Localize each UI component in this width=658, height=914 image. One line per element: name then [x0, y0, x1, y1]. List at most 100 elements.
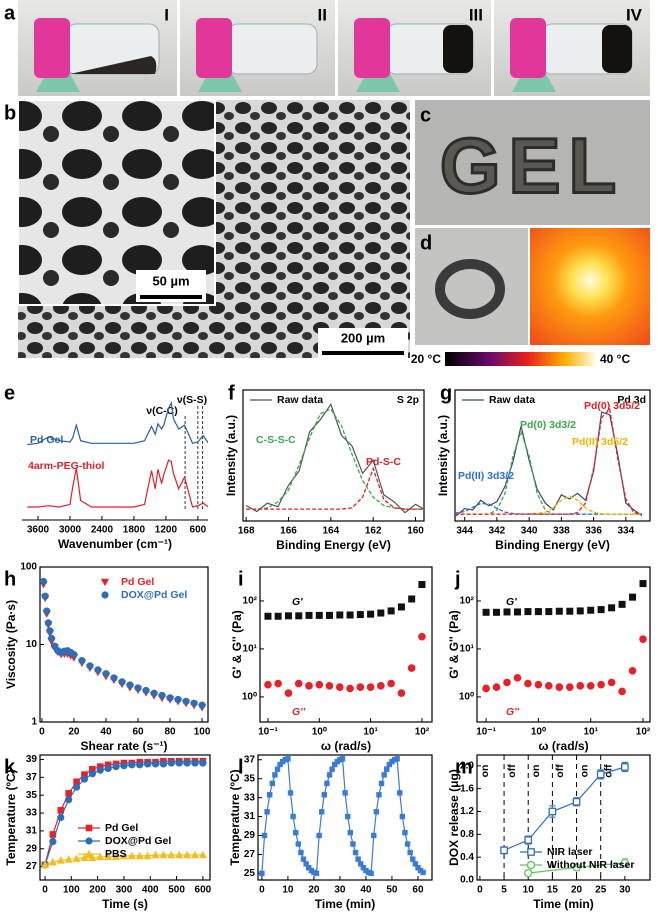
x-tick-label: 200 [89, 885, 106, 896]
marker [321, 792, 328, 798]
x-tick-label: 50 [386, 885, 398, 896]
panel-label: e [4, 382, 15, 404]
y-axis-label: G' & G'' (Pa) [447, 610, 461, 679]
y-tick-label: 33 [26, 808, 38, 819]
marker [126, 681, 134, 689]
marker [267, 792, 273, 798]
marker [399, 813, 406, 820]
marker [182, 697, 190, 705]
marker [366, 683, 375, 691]
marker [48, 857, 58, 866]
x-tick-label: 1800 [123, 525, 146, 536]
x-tick-label: 0 [42, 885, 48, 896]
chart: 0 20 40 60 80 100 1 10 100 Shear rate (s⁻¹) Viscos… [4, 562, 211, 754]
plot-frame [476, 566, 651, 723]
marker [524, 679, 532, 688]
plot-frame [454, 389, 651, 522]
y-tick-label: 39 [26, 754, 38, 765]
marker [387, 607, 395, 615]
marker [639, 580, 647, 588]
marker [119, 851, 129, 860]
plot-frame [476, 754, 651, 881]
y-tick-label: 10 [26, 639, 38, 650]
marker [135, 851, 144, 860]
y-axis-label: Temperature (ºC) [4, 769, 18, 865]
chart: 0 100 200 300 400 500 600 27 29 31 33 35 37 39 Time (s… [4, 754, 212, 911]
marker [597, 680, 605, 689]
x-tick-label: 5 [501, 885, 507, 896]
series-label: G' [506, 596, 517, 608]
x-axis-label: ω (rad/s) [538, 739, 588, 753]
marker [101, 591, 109, 599]
colorbar-label: 20 °C [411, 352, 441, 366]
y-axis-label: Intensity (a.u.) [436, 415, 450, 496]
y-tick-label: 37 [244, 754, 256, 765]
marker [325, 682, 334, 690]
series-line [503, 766, 626, 851]
vial-contents [443, 25, 473, 73]
marker [56, 856, 65, 864]
x-tick-label: 500 [168, 885, 185, 896]
marker [57, 813, 65, 822]
panel-label: h [4, 568, 16, 590]
y-tick-label: 0.0 [460, 875, 474, 886]
marker [587, 606, 595, 614]
marker [371, 832, 377, 839]
marker [545, 608, 553, 616]
marker [49, 831, 57, 838]
y-tick-label: 2.0 [460, 760, 474, 771]
marker [513, 608, 521, 616]
x-tick-label: 342 [489, 526, 506, 537]
vial-cap [34, 18, 70, 78]
marker [284, 689, 293, 697]
marker [397, 689, 406, 697]
marker [290, 813, 296, 820]
plot-frame [39, 754, 211, 881]
y-tick-label: 35 [26, 790, 38, 801]
marker [80, 775, 89, 783]
y-axis-label: DOX release (μg) [447, 769, 461, 866]
y-tick-label: 27 [26, 861, 38, 872]
series-group [259, 756, 426, 877]
y-tick-label: 100 [20, 562, 37, 573]
marker [418, 632, 426, 641]
marker [342, 790, 348, 796]
series-line [246, 466, 424, 510]
marker [319, 809, 325, 815]
marker [198, 701, 206, 709]
marker [576, 682, 585, 690]
y-tick-label: 10¹ [460, 644, 475, 655]
series-label: Pd-S-C [366, 456, 401, 468]
x-tick-label: 166 [280, 526, 297, 537]
vial-label: I [164, 5, 169, 24]
series-group [500, 761, 630, 878]
marker [368, 870, 374, 877]
plot-frame [259, 566, 433, 723]
x-tick-label: 0 [259, 885, 265, 896]
x-tick-label: 15 [547, 885, 559, 896]
marker [555, 607, 563, 615]
y-tick-label: 10² [243, 596, 258, 607]
y-tick-label: 33 [244, 792, 256, 803]
marker [524, 836, 533, 844]
marker [376, 682, 385, 690]
marker [64, 855, 73, 863]
chart: 10⁻¹ 10⁰ 10¹ 10² 10⁰ 10¹ 10² ω (rad/s) G' & G'' … [447, 566, 651, 753]
marker [305, 611, 313, 619]
vial-label: II [318, 5, 327, 24]
marker [407, 849, 413, 856]
marker [298, 849, 304, 856]
x-tick-label: 2400 [91, 525, 114, 536]
marker [46, 627, 54, 635]
series-line [245, 402, 424, 514]
x-tick-label: 25 [595, 885, 607, 896]
colorbar-label: 40 °C [600, 352, 630, 366]
marker [500, 846, 508, 855]
photo-panels [17, 99, 650, 366]
marker [355, 856, 361, 862]
x-tick-label: 10 [282, 885, 294, 896]
y-tick-label: 1.6 [460, 783, 474, 794]
marker [65, 796, 73, 804]
marker [118, 678, 126, 686]
x-tick-label: 20 [308, 885, 320, 896]
